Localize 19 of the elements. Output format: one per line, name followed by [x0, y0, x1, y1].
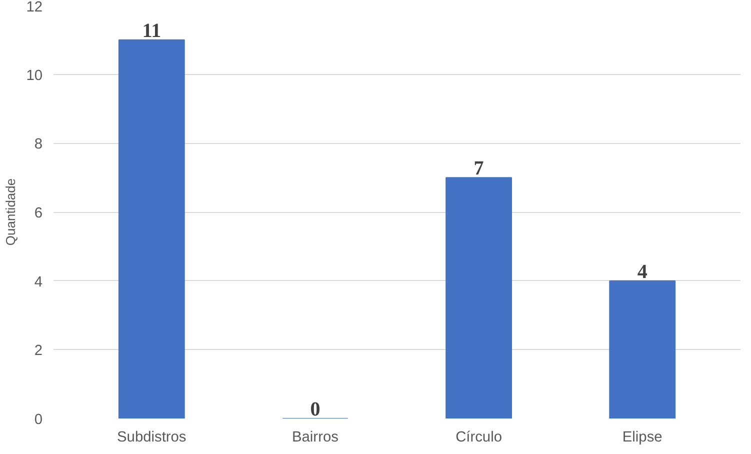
- y-tick-label: 12: [26, 0, 43, 16]
- x-tick-label: Bairros: [292, 430, 338, 446]
- bar: [609, 280, 676, 418]
- y-tick-label: 10: [26, 68, 43, 84]
- data-label: 7: [474, 158, 484, 180]
- x-tick-label: Subdistros: [117, 430, 186, 446]
- data-label: 11: [142, 20, 162, 42]
- y-tick-label: 2: [34, 343, 43, 360]
- x-tick-label: Círculo: [456, 430, 502, 446]
- y-tick-label: 4: [34, 274, 43, 290]
- y-tick-label: 0: [34, 412, 43, 428]
- y-tick-label: 6: [34, 206, 43, 222]
- bar: [118, 39, 185, 418]
- bar: [446, 177, 512, 418]
- data-label: 4: [637, 260, 648, 283]
- y-tick-label: 8: [34, 136, 43, 153]
- y-axis-title: Quantidade: [3, 178, 18, 246]
- x-tick-label: Elipse: [622, 430, 662, 446]
- data-label: 0: [310, 398, 320, 420]
